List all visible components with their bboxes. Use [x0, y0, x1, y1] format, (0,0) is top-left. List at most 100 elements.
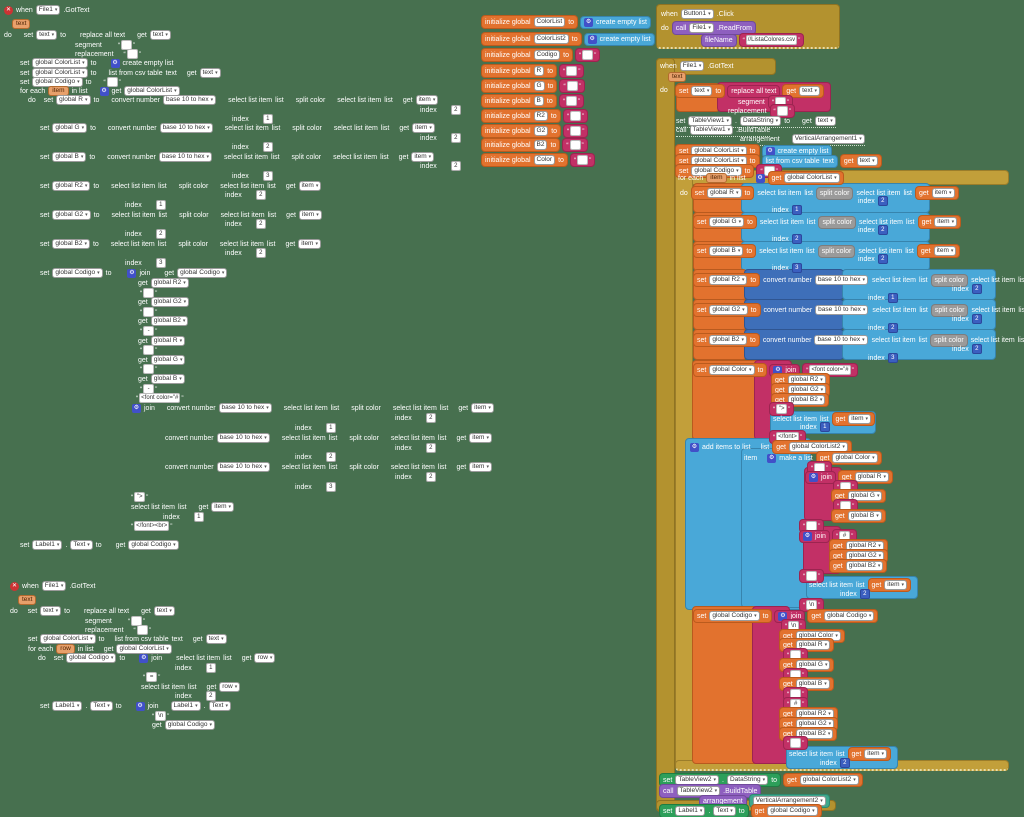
name-field[interactable]: R2	[533, 111, 548, 121]
dropdown-field[interactable]: global Codigo ▾	[177, 268, 228, 278]
string-block[interactable]: “”	[140, 345, 157, 355]
dropdown-field[interactable]: VerticalArrangement1 ▾	[791, 134, 865, 144]
dropdown-field[interactable]: Text ▾	[713, 806, 736, 816]
string-field[interactable]: -	[143, 326, 155, 336]
dropdown-field[interactable]: global B2 ▾	[845, 561, 884, 571]
block-segment[interactable]: get item ▾	[832, 413, 875, 425]
dropdown-field[interactable]: Label1 ▾	[52, 701, 83, 711]
number-block[interactable]: 2	[155, 229, 166, 239]
block-segment[interactable]: ⚙ join	[806, 471, 835, 483]
block-segment[interactable]: split color	[816, 187, 853, 199]
string-block[interactable]: “”	[567, 111, 584, 121]
dropdown-field[interactable]: text ▾	[814, 116, 836, 126]
string-field[interactable]: //ListaColores.csv	[745, 35, 798, 45]
dropdown-field[interactable]: item ▾	[298, 210, 322, 220]
block-segment[interactable]: “”	[564, 125, 588, 137]
dropdown-field[interactable]: global Codigo ▾	[709, 611, 760, 621]
block-segment[interactable]: split color	[931, 304, 968, 316]
block-segment[interactable]: set global R2 ▾ to	[694, 274, 760, 286]
string-field[interactable]	[776, 106, 788, 116]
dropdown-field[interactable]: base 10 to hex ▾	[815, 305, 869, 315]
block-segment[interactable]: “”	[770, 105, 794, 117]
string-block[interactable]: “”	[124, 49, 141, 59]
number-block[interactable]: 1	[262, 114, 273, 124]
dropdown-field[interactable]: item ▾	[884, 580, 908, 590]
block-segment[interactable]: get global ColorList2 ▾	[773, 441, 851, 453]
dropdown-field[interactable]: item ▾	[412, 123, 435, 133]
string-block[interactable]: “”	[140, 364, 157, 374]
dropdown-field[interactable]: text ▾	[40, 606, 62, 616]
block-segment[interactable]: “”	[559, 95, 584, 107]
mutator-icon[interactable]: ⚙	[587, 34, 597, 44]
string-field[interactable]	[566, 81, 578, 91]
parameter-chip[interactable]: text	[668, 72, 687, 82]
block-segment[interactable]: “//ListaColores.csv”	[739, 34, 804, 46]
dropdown-field[interactable]: global G ▾	[795, 660, 831, 670]
block-segment[interactable]: set text ▾ to	[676, 85, 725, 97]
dropdown-field[interactable]: global Codigo ▾	[52, 268, 103, 278]
string-field[interactable]: <font color="#	[139, 393, 181, 403]
dropdown-field[interactable]: global B ▾	[52, 152, 87, 162]
mutator-icon[interactable]: ⚙	[584, 17, 594, 27]
name-field[interactable]: ColorList	[533, 17, 566, 27]
string-field[interactable]: </font><br>	[134, 521, 170, 531]
block-segment[interactable]: set global Color ▾ to	[694, 364, 767, 376]
block-segment[interactable]: split color	[819, 216, 856, 228]
block-segment[interactable]: set Label1 ▾. Text ▾ to	[660, 805, 748, 817]
block-segment[interactable]: set global B2 ▾ to	[694, 334, 759, 346]
string-block[interactable]: “\n”	[152, 711, 169, 721]
dropdown-field[interactable]: global ColorList ▾	[784, 173, 840, 183]
number-block[interactable]: 2	[859, 589, 870, 599]
dropdown-field[interactable]: global G ▾	[150, 355, 186, 365]
block-segment[interactable]: get item ▾	[917, 245, 960, 257]
string-field[interactable]	[126, 49, 138, 59]
dropdown-field[interactable]: global G ▾	[709, 217, 745, 227]
number-block[interactable]: 1	[155, 200, 166, 210]
string-block[interactable]: “”	[803, 571, 820, 581]
block-segment[interactable]: set TableView2 ▾. DataString ▾ to	[660, 774, 781, 786]
dropdown-field[interactable]: base 10 to hex ▾	[814, 335, 868, 345]
string-block[interactable]: “”	[574, 155, 591, 165]
number-block[interactable]: 2	[325, 452, 336, 462]
dropdown-field[interactable]: item ▾	[298, 181, 322, 191]
number-block[interactable]: 2	[971, 284, 982, 294]
dropdown-field[interactable]: Text ▾	[70, 540, 93, 550]
dropdown-field[interactable]: global Codigo ▾	[164, 720, 216, 730]
dropdown-field[interactable]: global R ▾	[707, 188, 742, 198]
number-block[interactable]: 1	[791, 205, 802, 215]
number-block[interactable]: 2	[839, 758, 850, 768]
dropdown-field[interactable]: row ▾	[254, 653, 276, 663]
dropdown-field[interactable]: item ▾	[848, 414, 872, 424]
string-field[interactable]	[143, 288, 155, 298]
number-block[interactable]: 2	[877, 196, 888, 206]
block-segment[interactable]: ⚙ create empty list	[584, 33, 654, 45]
block-segment[interactable]: set global G ▾ to	[694, 216, 756, 228]
block-segment[interactable]: get text ▾	[840, 155, 881, 167]
dropdown-field[interactable]: global R ▾	[150, 336, 186, 346]
block-segment[interactable]: initialize global G2 to	[482, 125, 561, 137]
parameter-chip[interactable]: text	[12, 19, 31, 29]
parameter-chip[interactable]: text	[18, 595, 37, 605]
mutator-icon[interactable]: ⚙	[127, 268, 137, 278]
mutator-icon[interactable]: ⚙	[132, 403, 141, 413]
block-segment[interactable]: ⚙ join	[800, 530, 829, 542]
dropdown-field[interactable]: item ▾	[415, 95, 439, 105]
mutator-icon[interactable]: ⚙	[99, 86, 109, 96]
block-segment[interactable]: get global R ▾	[780, 639, 834, 651]
mutator-icon[interactable]: ⚙	[765, 146, 775, 156]
string-block[interactable]: “<font color="#”	[136, 393, 184, 403]
dropdown-field[interactable]: global R2 ▾	[150, 278, 189, 288]
dropdown-field[interactable]: global Codigo ▾	[66, 653, 117, 663]
string-field[interactable]	[143, 364, 155, 374]
block-segment[interactable]: get global B ▾	[832, 510, 885, 522]
dropdown-field[interactable]: global B2 ▾	[150, 316, 189, 326]
string-field[interactable]: ">	[776, 404, 788, 414]
string-block[interactable]: “\n”	[803, 600, 820, 610]
block-segment[interactable]: “”	[570, 154, 595, 166]
block-segment[interactable]: set global R ▾ to	[691, 187, 754, 199]
dropdown-field[interactable]: global B2 ▾	[795, 729, 834, 739]
dropdown-field[interactable]: base 10 to hex ▾	[158, 152, 213, 162]
number-block[interactable]: 3	[155, 258, 166, 268]
block-segment[interactable]: “<font color="#”	[803, 364, 857, 376]
